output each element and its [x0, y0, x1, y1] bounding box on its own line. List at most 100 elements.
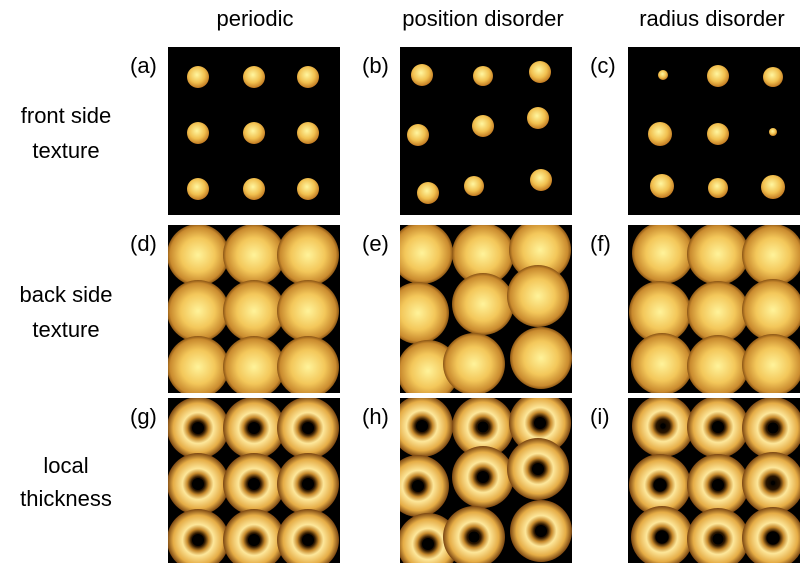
disk [742, 334, 804, 396]
panel-label: (h) [362, 404, 389, 429]
disk [742, 279, 804, 341]
disk [472, 115, 494, 137]
hole [469, 532, 480, 543]
hole [660, 423, 666, 429]
disk [297, 178, 319, 200]
hole [712, 479, 724, 491]
hole [422, 538, 434, 550]
hole [302, 422, 314, 434]
hole [768, 423, 779, 434]
panel-label: (f) [590, 231, 611, 256]
hole [712, 421, 724, 433]
disk [631, 333, 693, 395]
column-header: position disorder [402, 6, 563, 31]
hole [534, 417, 546, 429]
hole [535, 525, 547, 537]
hole [412, 480, 424, 492]
disk [529, 61, 551, 83]
panel [168, 47, 340, 215]
panel [387, 392, 572, 563]
disk [223, 336, 285, 398]
disk [464, 176, 484, 196]
disk [687, 223, 749, 285]
hole [416, 420, 428, 432]
disk [763, 67, 783, 87]
disk [277, 224, 339, 286]
panel-label: (g) [130, 404, 157, 429]
disk [243, 122, 265, 144]
disk [387, 282, 449, 344]
disk [223, 280, 285, 342]
hole [248, 534, 260, 546]
disk [167, 336, 229, 398]
panel-label: (a) [130, 53, 157, 78]
disk [391, 222, 453, 284]
hole [477, 471, 489, 483]
disk [527, 107, 549, 129]
panel-label: (b) [362, 53, 389, 78]
disk [742, 224, 804, 286]
hole [478, 422, 489, 433]
hole [192, 534, 204, 546]
hole [771, 481, 775, 485]
disk [187, 66, 209, 88]
hole [302, 478, 314, 490]
hole [532, 463, 544, 475]
hole [192, 478, 204, 490]
disk [632, 222, 694, 284]
disk [761, 175, 785, 199]
hole [713, 534, 724, 545]
disk [507, 265, 569, 327]
disk [411, 64, 433, 86]
panel [628, 222, 804, 397]
disk [297, 66, 319, 88]
disk [167, 280, 229, 342]
panel [628, 395, 804, 563]
disk [452, 273, 514, 335]
disk [707, 123, 729, 145]
disk [650, 174, 674, 198]
figure: periodic position disorder radius disorder… [0, 0, 808, 563]
column-header: periodic [216, 6, 293, 31]
column-header: radius disorder [639, 6, 785, 31]
disk [687, 335, 749, 397]
row-label: back side [20, 282, 113, 307]
disk [648, 122, 672, 146]
disk [417, 182, 439, 204]
disk [243, 178, 265, 200]
panel [167, 224, 340, 398]
panel [628, 47, 800, 215]
panel-label: (e) [362, 231, 389, 256]
disk [223, 224, 285, 286]
hole [248, 478, 260, 490]
disk [187, 178, 209, 200]
row-label: local [43, 453, 88, 478]
hole [248, 422, 260, 434]
hole [302, 534, 314, 546]
disk [707, 65, 729, 87]
disk [687, 281, 749, 343]
disk [708, 178, 728, 198]
disk [473, 66, 493, 86]
hole [655, 530, 668, 543]
hole [192, 422, 204, 434]
panel [167, 397, 340, 563]
hole [653, 478, 666, 491]
disk [530, 169, 552, 191]
disk [769, 128, 777, 136]
row-label: thickness [20, 486, 112, 511]
disk [510, 327, 572, 389]
hole [766, 531, 779, 544]
disk [658, 70, 668, 80]
panel-label: (i) [590, 404, 610, 429]
panel [387, 219, 572, 402]
row-label: texture [32, 317, 99, 342]
disk [167, 224, 229, 286]
disk [243, 66, 265, 88]
disk [443, 333, 505, 395]
disk [297, 122, 319, 144]
panel-label: (d) [130, 231, 157, 256]
panel [400, 47, 572, 215]
row-label: front side [21, 103, 112, 128]
row-label: texture [32, 138, 99, 163]
